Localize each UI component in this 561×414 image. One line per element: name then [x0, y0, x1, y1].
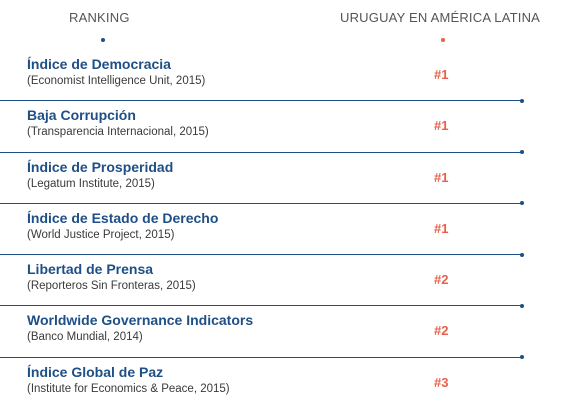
- index-source: (Institute for Economics & Peace, 2015): [27, 382, 230, 395]
- uruguay-column-title: URUGUAY EN AMÉRICA LATINA: [340, 10, 541, 25]
- row-divider: [0, 201, 524, 206]
- divider-dot: [520, 98, 524, 103]
- index-name: Libertad de Prensa: [27, 261, 154, 278]
- ranking-row: Libertad de Prensa (Reporteros Sin Front…: [0, 255, 561, 308]
- ranking-row: Baja Corrupción (Transparencia Internaci…: [0, 101, 561, 155]
- ranking-list: Índice de Democracia (Economist Intellig…: [0, 50, 561, 409]
- ranking-row: Índice de Estado de Derecho (World Justi…: [0, 204, 561, 257]
- ranking-row: Índice de Prosperidad (Legatum Institute…: [0, 153, 561, 206]
- index-source: (Legatum Institute, 2015): [27, 177, 155, 190]
- rank-value: #1: [434, 220, 449, 236]
- row-divider: [0, 355, 524, 360]
- ranking-column-title: RANKING: [69, 10, 130, 25]
- index-name: Índice de Democracia: [27, 56, 171, 72]
- index-source: (Reporteros Sin Fronteras, 2015): [27, 280, 196, 293]
- ranking-row: Índice Global de Paz (Institute for Econ…: [0, 358, 561, 409]
- table-header: RANKING URUGUAY EN AMÉRICA LATINA: [0, 0, 561, 50]
- index-name: Índice Global de Paz: [27, 363, 164, 380]
- uruguay-column-dot: [441, 38, 445, 42]
- row-divider: [0, 150, 524, 155]
- ranking-row: Worldwide Governance Indicators (Banco M…: [0, 306, 561, 360]
- index-source: (Economist Intelligence Unit, 2015): [27, 75, 206, 87]
- row-divider: [0, 252, 524, 257]
- rank-value: #1: [434, 118, 449, 134]
- row-divider: [0, 303, 524, 308]
- index-source: (Transparencia Internacional, 2015): [27, 126, 209, 139]
- ranking-row: Índice de Democracia (Economist Intellig…: [0, 50, 561, 103]
- divider-dot: [520, 355, 524, 360]
- row-divider: [0, 98, 524, 103]
- rank-value: #2: [434, 272, 449, 288]
- divider-dot: [520, 303, 524, 308]
- index-name: Worldwide Governance Indicators: [27, 312, 254, 329]
- ranking-column-dot: [101, 38, 105, 42]
- rank-value: #3: [434, 374, 449, 390]
- index-name: Índice de Estado de Derecho: [27, 209, 219, 226]
- rank-value: #2: [434, 323, 449, 339]
- index-name: Índice de Prosperidad: [27, 158, 174, 175]
- index-source: (World Justice Project, 2015): [27, 228, 175, 241]
- rank-value: #1: [434, 169, 449, 185]
- index-source: (Banco Mundial, 2014): [27, 331, 143, 344]
- divider-dot: [520, 201, 524, 206]
- divider-dot: [520, 150, 524, 155]
- rank-value: #1: [434, 67, 449, 82]
- index-name: Baja Corrupción: [27, 107, 136, 124]
- divider-dot: [520, 252, 524, 257]
